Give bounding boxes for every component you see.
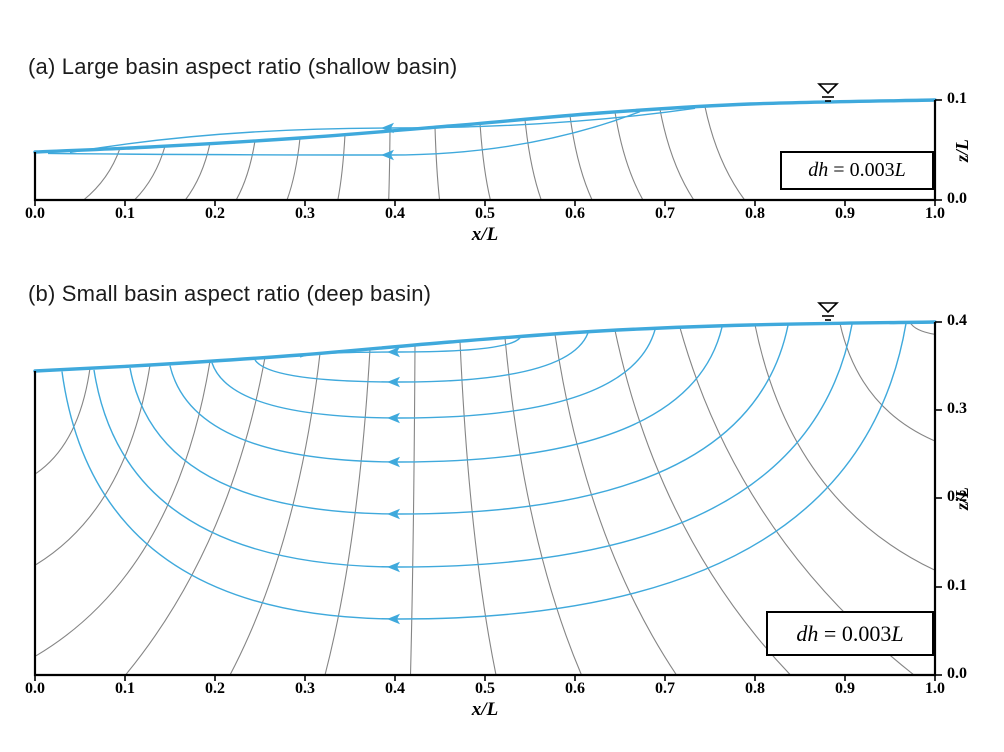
panel-b-tick-marks bbox=[34, 321, 942, 681]
panel-a-x-tick-label: 0.0 bbox=[25, 205, 45, 222]
panel-a-x-tick-label: 0.1 bbox=[115, 205, 135, 222]
panel-b-x-tick-label: 0.9 bbox=[835, 680, 855, 697]
panel-a-x-tick-label: 0.6 bbox=[565, 205, 585, 222]
panel-a-head-drop-annotation: dh = 0.003 L bbox=[780, 151, 934, 190]
panel-b-water-table-line bbox=[33, 320, 937, 373]
panel-b-flow-net bbox=[33, 302, 942, 681]
panel-a-x-tick-label: 0.8 bbox=[745, 205, 765, 222]
panel-a-x-tick-label: 0.7 bbox=[655, 205, 675, 222]
panel-a-equipotential-lines bbox=[83, 106, 746, 201]
panel-b-x-tick-label: 0.3 bbox=[295, 680, 315, 697]
panel-b-x-tick-label: 0.4 bbox=[385, 680, 405, 697]
panel-b-x-tick-label: 0.8 bbox=[745, 680, 765, 697]
panel-a-title: (a) Large basin aspect ratio (shallow ba… bbox=[28, 54, 458, 79]
panel-a-x-axis-label: x/L bbox=[471, 224, 499, 245]
panel-b-z-tick-label: 0.1 bbox=[947, 577, 967, 594]
head-drop-variable: dh bbox=[808, 159, 829, 181]
panel-b-x-tick-label: 0.5 bbox=[475, 680, 495, 697]
head-drop-value: = 0.003 bbox=[818, 620, 892, 646]
head-drop-value: = 0.003 bbox=[828, 159, 895, 181]
panel-a-x-tick-label: 0.2 bbox=[205, 205, 225, 222]
panel-b-z-tick-label: 0.2 bbox=[947, 488, 967, 505]
panel-b-z-tick-label: 0.3 bbox=[947, 400, 967, 417]
panel-b-x-tick-label: 0.6 bbox=[565, 680, 585, 697]
head-drop-length-symbol: L bbox=[891, 620, 904, 646]
panel-b-x-tick-label: 0.2 bbox=[205, 680, 225, 697]
panel-b-x-tick-label: 0.0 bbox=[25, 680, 45, 697]
panel-b-title: (b) Small basin aspect ratio (deep basin… bbox=[28, 281, 432, 306]
panel-a-water-table-line bbox=[33, 98, 937, 154]
head-drop-variable: dh bbox=[796, 620, 819, 646]
panel-a-x-tick-label: 0.9 bbox=[835, 205, 855, 222]
panel-a-flow-net bbox=[33, 83, 942, 206]
panel-a-x-tick-label: 0.5 bbox=[475, 205, 495, 222]
panel-a-x-tick-label: 1.0 bbox=[925, 205, 945, 222]
panel-a-z-axis-label: z/L bbox=[952, 138, 973, 163]
panel-b-x-tick-label: 0.1 bbox=[115, 680, 135, 697]
panel-b-flow-lines bbox=[61, 323, 907, 620]
panel-b-z-tick-label: 0.4 bbox=[947, 312, 967, 329]
head-drop-length-symbol: L bbox=[894, 159, 906, 181]
panel-b-x-tick-label: 1.0 bbox=[925, 680, 945, 697]
panel-b-equipotential-lines bbox=[35, 322, 935, 676]
panel-b-head-drop-annotation: dh = 0.003 L bbox=[766, 611, 934, 656]
panel-a-x-tick-label: 0.3 bbox=[295, 205, 315, 222]
panel-b-water-table-symbol-icon bbox=[817, 302, 839, 321]
panel-a-z-tick-label: 0.0 bbox=[947, 190, 967, 207]
panel-b-z-tick-label: 0.0 bbox=[947, 665, 967, 682]
panel-a-x-tick-label: 0.4 bbox=[385, 205, 405, 222]
panel-a-water-table-symbol-icon bbox=[817, 83, 839, 102]
panel-b-x-tick-label: 0.7 bbox=[655, 680, 675, 697]
panel-b-x-axis-label: x/L bbox=[471, 699, 499, 720]
panel-b-flow-direction-arrows bbox=[387, 346, 400, 625]
panel-a-z-tick-label: 0.1 bbox=[947, 90, 967, 107]
panel-a-tick-marks bbox=[34, 99, 942, 206]
